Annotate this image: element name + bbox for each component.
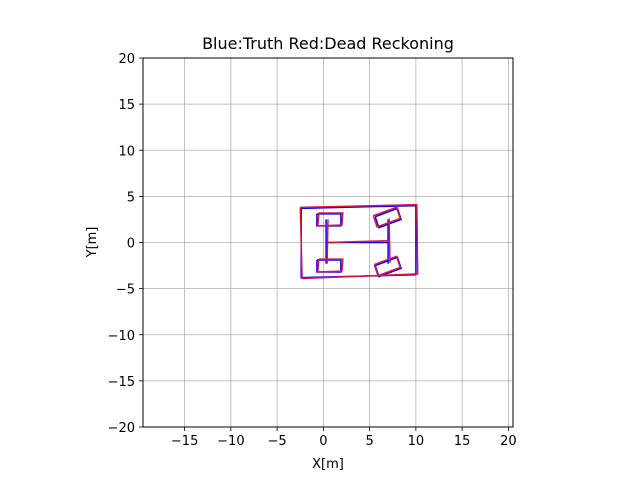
series-line bbox=[316, 258, 344, 273]
series-layer bbox=[299, 203, 419, 280]
y-axis-label: Y[m] bbox=[85, 227, 100, 259]
y-tick-label: −5 bbox=[116, 283, 135, 298]
dead-reckoning-series bbox=[299, 203, 419, 280]
x-axis: −15 −10 −5 0 5 10 15 20 bbox=[171, 427, 517, 449]
x-tick-label: 15 bbox=[454, 434, 471, 449]
y-tick-label: 20 bbox=[118, 52, 135, 67]
series-line bbox=[316, 212, 344, 227]
y-tick-label: 10 bbox=[118, 144, 135, 159]
y-tick-label: 0 bbox=[127, 237, 135, 252]
y-tick-label: 15 bbox=[118, 98, 135, 113]
plot-area: −15 −10 −5 0 5 10 15 20 −20 −15 −10 −5 0 5 10 15 20 bbox=[108, 52, 517, 449]
series-line bbox=[316, 259, 342, 273]
chart-title: Blue:Truth Red:Dead Reckoning bbox=[202, 34, 454, 53]
y-tick-label: −15 bbox=[108, 375, 135, 390]
x-tick-label: 20 bbox=[500, 434, 517, 449]
series-line bbox=[372, 206, 402, 228]
series-line bbox=[388, 218, 391, 263]
series-line bbox=[373, 255, 402, 277]
y-tick-label: −20 bbox=[108, 421, 135, 436]
y-tick-label: −10 bbox=[108, 329, 135, 344]
x-tick-label: −5 bbox=[268, 434, 287, 449]
x-tick-label: −10 bbox=[217, 434, 244, 449]
series-line bbox=[374, 207, 403, 229]
x-tick-label: 5 bbox=[365, 434, 373, 449]
series-line bbox=[326, 219, 329, 264]
series-line bbox=[299, 203, 419, 280]
x-tick-label: 10 bbox=[408, 434, 425, 449]
y-axis: −20 −15 −10 −5 0 5 10 15 20 bbox=[108, 52, 143, 436]
x-tick-label: −15 bbox=[171, 434, 198, 449]
x-tick-label: 0 bbox=[319, 434, 327, 449]
series-line bbox=[316, 213, 342, 227]
y-tick-label: 5 bbox=[127, 190, 135, 205]
series-line bbox=[327, 239, 390, 244]
x-axis-label: X[m] bbox=[312, 457, 344, 472]
